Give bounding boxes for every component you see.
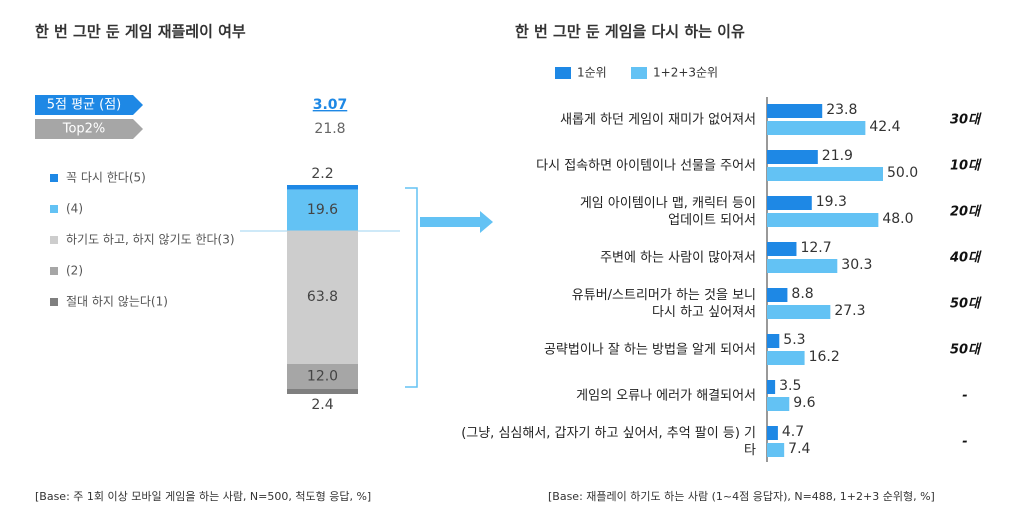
value-label: 19.3	[816, 194, 847, 210]
bar	[767, 167, 883, 181]
chart-title: 한 번 그만 둔 게임 재플레이 여부	[35, 23, 246, 41]
badge	[35, 95, 143, 115]
bar	[767, 150, 818, 164]
category-label: 주변에 하는 사람이 많아져서	[600, 250, 756, 266]
legend-swatch	[50, 267, 58, 275]
annotation: 10대	[950, 158, 982, 174]
bar	[767, 334, 780, 348]
legend-label: 1순위	[577, 66, 607, 80]
value-label: 3.5	[779, 378, 801, 394]
value-label: 4.7	[782, 424, 804, 440]
bar	[767, 121, 866, 135]
legend-label: 1+2+3순위	[653, 66, 718, 80]
bar-segment	[287, 185, 358, 190]
annotation: -	[962, 389, 967, 404]
bar-segment	[287, 230, 358, 364]
legend-swatch	[50, 174, 58, 182]
legend-label: 꼭 다시 한다(5)	[66, 171, 146, 185]
bar	[767, 397, 790, 411]
annotation: -	[962, 435, 967, 450]
bar	[767, 242, 797, 256]
value-label: 21.9	[822, 148, 853, 164]
bar	[767, 104, 823, 118]
category-label: 새롭게 하던 게임이 재미가 없어져서	[560, 112, 756, 128]
category-label: 유튜버/스트리머가 하는 것을 보니 다시 하고 싶어져서	[571, 288, 756, 320]
value-label: 27.3	[834, 303, 865, 319]
bar-segment	[287, 363, 358, 389]
value-label: 63.8	[307, 289, 338, 305]
legend-swatch	[50, 236, 58, 244]
legend-label: (2)	[66, 264, 83, 278]
legend-swatch	[631, 67, 647, 79]
value-label: 30.3	[841, 257, 872, 273]
bar	[767, 213, 879, 227]
badge-label: 5점 평균 (점)	[47, 98, 122, 113]
category-label: (그냥, 심심해서, 갑자기 하고 싶어서, 추억 팔이 등) 기타	[461, 426, 756, 458]
badge-label: Top2%	[62, 122, 106, 137]
category-label: 게임 아이템이나 맵, 캐릭터 등이 업데이트 되어서	[579, 196, 756, 228]
bar	[767, 259, 838, 273]
annotation: 30대	[950, 112, 982, 128]
value-label: 23.8	[826, 102, 857, 118]
category-label: 게임의 오류나 에러가 해결되어서	[576, 388, 756, 404]
arrow	[420, 211, 493, 233]
category-label: 다시 접속하면 아이템이나 선물을 주어서	[536, 158, 756, 174]
annotation: 20대	[950, 204, 982, 220]
summary-value: 21.8	[314, 121, 345, 137]
value-label: 16.2	[809, 349, 840, 365]
value-label: 8.8	[791, 286, 813, 302]
legend-swatch	[555, 67, 571, 79]
value-label: 42.4	[869, 119, 900, 135]
legend-label: 절대 하지 않는다(1)	[66, 295, 168, 309]
bar	[767, 351, 805, 365]
bar	[767, 380, 776, 394]
legend-label: 하기도 하고, 하지 않기도 한다(3)	[66, 233, 235, 247]
value-label: 12.7	[800, 240, 831, 256]
value-label: 48.0	[882, 211, 913, 227]
annotation: 40대	[949, 250, 982, 266]
bar	[767, 426, 778, 440]
value-label: 50.0	[887, 165, 918, 181]
bar	[767, 305, 831, 319]
legend-swatch	[50, 205, 58, 213]
value-label: 12.0	[307, 368, 338, 384]
footnote: [Base: 재플레이 하기도 하는 사람 (1~4점 응답자), N=488,…	[548, 489, 935, 503]
badge	[35, 119, 143, 139]
value-label: 9.6	[793, 395, 815, 411]
bar	[767, 196, 812, 210]
annotation: 50대	[950, 342, 982, 358]
footnote: [Base: 주 1회 이상 모바일 게임을 하는 사람, N=500, 척도형…	[35, 489, 371, 503]
legend-label: (4)	[66, 202, 83, 216]
bar	[767, 288, 788, 302]
value-label: 19.6	[307, 202, 338, 218]
bar-segment	[287, 189, 358, 231]
category-label: 공략법이나 잘 하는 방법을 알게 되어서	[543, 342, 756, 358]
bracket	[405, 187, 418, 388]
legend-swatch	[50, 298, 58, 306]
value-label: 5.3	[783, 332, 805, 348]
value-label: 7.4	[788, 441, 810, 457]
bar	[767, 443, 785, 457]
chart-title: 한 번 그만 둔 게임을 다시 하는 이유	[515, 23, 745, 41]
summary-value: 3.07	[313, 97, 348, 113]
value-label: 2.4	[311, 397, 333, 413]
bar-segment	[287, 388, 358, 394]
value-label: 2.2	[311, 166, 333, 182]
annotation: 50대	[950, 296, 982, 312]
